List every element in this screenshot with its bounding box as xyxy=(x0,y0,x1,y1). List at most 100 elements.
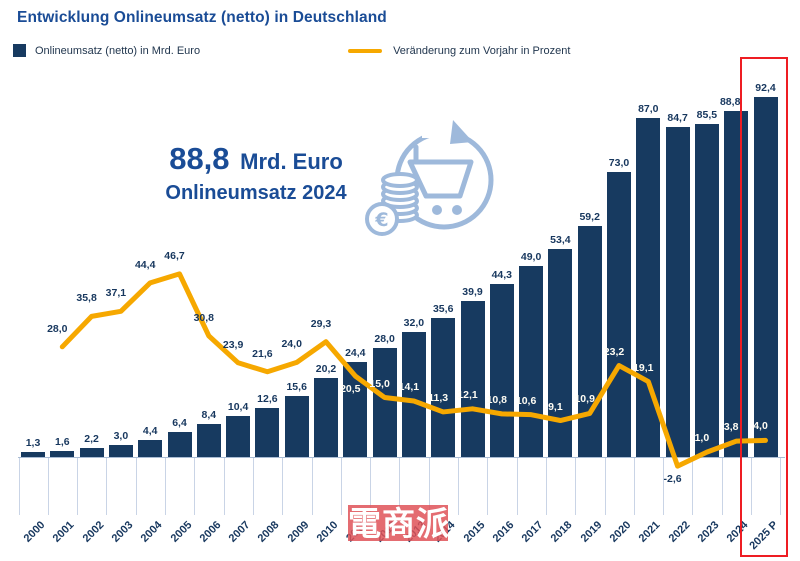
axis-tick xyxy=(458,457,459,515)
bar-value-label: 87,0 xyxy=(638,102,659,115)
bar xyxy=(431,318,456,457)
growth-value-label: 30,8 xyxy=(193,311,215,324)
growth-value-label: 10,6 xyxy=(515,394,537,407)
bar-value-label: 49,0 xyxy=(520,250,542,263)
bar xyxy=(694,123,719,457)
headline-value: 88,8 xyxy=(169,141,230,176)
bar-value-label: 44,3 xyxy=(491,269,513,282)
growth-value-label: 20,5 xyxy=(340,383,361,396)
legend: Onlineumsatz (netto) in Mrd. Euro Veränd… xyxy=(13,44,570,57)
bar-value-label: 12,6 xyxy=(257,392,278,405)
circle-gap xyxy=(422,124,452,138)
chart-title: Entwicklung Onlineumsatz (netto) in Deut… xyxy=(17,9,387,26)
growth-value-label: 37,1 xyxy=(105,287,127,300)
axis-tick xyxy=(545,457,547,515)
bar xyxy=(519,265,544,457)
axis-tick xyxy=(633,457,635,515)
growth-value-label: 46,7 xyxy=(164,249,185,262)
bar xyxy=(50,450,75,457)
bar-value-label: 84,7 xyxy=(667,111,688,124)
bar xyxy=(548,248,573,457)
axis-tick xyxy=(165,457,166,515)
bar-value-label: 88,8 xyxy=(719,95,741,108)
bar xyxy=(167,432,192,457)
bar xyxy=(577,226,602,457)
bar-value-label: 1,3 xyxy=(25,436,41,449)
growth-value-label: 3,8 xyxy=(723,421,739,434)
axis-tick xyxy=(18,457,20,515)
bar-value-label: 92,4 xyxy=(755,81,776,94)
bar xyxy=(108,445,133,457)
bar-legend-label: Onlineumsatz (netto) in Mrd. Euro xyxy=(35,44,201,57)
bar-value-label: 24,4 xyxy=(345,346,366,359)
highlight-box-2025 xyxy=(740,57,788,557)
bar xyxy=(21,451,45,457)
bar-value-label: 59,2 xyxy=(579,211,600,224)
line-legend-label: Veränderung zum Vorjahr in Prozent xyxy=(393,44,571,57)
axis-tick xyxy=(311,457,313,515)
bar xyxy=(284,396,309,457)
headline-unit-text: Mrd. Euro xyxy=(240,149,343,174)
axis-tick xyxy=(487,457,489,515)
bar xyxy=(665,126,690,457)
growth-value-label: 23,9 xyxy=(222,338,244,351)
bar xyxy=(489,284,514,457)
growth-value-label: 21,6 xyxy=(252,347,273,360)
bar-legend-swatch xyxy=(13,44,26,57)
euro-coin-icon xyxy=(365,202,399,236)
axis-tick xyxy=(194,457,196,515)
growth-value-label: 4,0 xyxy=(753,420,768,433)
axis-tick xyxy=(751,457,752,515)
growth-value-label: 28,0 xyxy=(47,322,68,335)
bar xyxy=(636,117,661,457)
headline-caption: Onlineumsatz 2024 xyxy=(165,181,347,204)
bar xyxy=(607,172,631,457)
axis-tick xyxy=(399,457,401,515)
axis-tick xyxy=(692,457,694,515)
axis-tick xyxy=(223,457,225,515)
bar xyxy=(79,448,104,457)
growth-value-label: 10,8 xyxy=(486,393,508,406)
bar-value-label: 39,9 xyxy=(462,286,483,299)
growth-value-label: 24,0 xyxy=(281,338,302,351)
bar-value-label: 15,6 xyxy=(286,381,307,394)
svg-text:€: € xyxy=(374,209,388,231)
growth-value-label: 29,3 xyxy=(310,317,332,330)
bar-value-label: 53,4 xyxy=(550,233,571,246)
axis-tick xyxy=(135,457,137,515)
axis-tick xyxy=(370,457,372,515)
axis-baseline xyxy=(18,457,785,458)
axis-tick xyxy=(47,457,49,515)
bar-value-label: 32,0 xyxy=(403,317,425,330)
bar xyxy=(138,439,163,457)
growth-value-label: 15,0 xyxy=(369,377,390,390)
axis-tick xyxy=(575,457,577,515)
growth-value-label: 11,3 xyxy=(428,391,449,404)
axis-tick xyxy=(780,457,782,515)
growth-value-label: 19,1 xyxy=(633,361,654,374)
growth-value-label: 10,9 xyxy=(574,393,595,406)
growth-value-label: -2,6 xyxy=(663,473,682,486)
axis-tick xyxy=(340,457,342,515)
bar-value-label: 28,0 xyxy=(374,332,395,345)
growth-value-label: 9,1 xyxy=(548,400,563,413)
bar xyxy=(196,424,221,457)
axis-tick xyxy=(77,457,79,515)
axis-tick xyxy=(252,457,254,515)
growth-value-label: 1,0 xyxy=(694,432,710,445)
growth-value-label: 14,1 xyxy=(398,381,420,393)
watermark: 電商派 xyxy=(348,505,450,542)
bar xyxy=(255,407,280,457)
bar xyxy=(372,347,397,457)
bar xyxy=(460,301,485,457)
axis-tick xyxy=(721,457,723,515)
bar-value-label: 85,5 xyxy=(696,108,718,121)
axis-tick xyxy=(516,457,518,515)
shopping-cart-coins-euro-icon: € xyxy=(365,120,494,236)
axis-tick xyxy=(282,457,284,515)
bar xyxy=(226,416,251,457)
bar-value-label: 20,2 xyxy=(315,363,337,376)
axis-tick xyxy=(604,457,606,515)
cart-icon xyxy=(407,144,474,199)
